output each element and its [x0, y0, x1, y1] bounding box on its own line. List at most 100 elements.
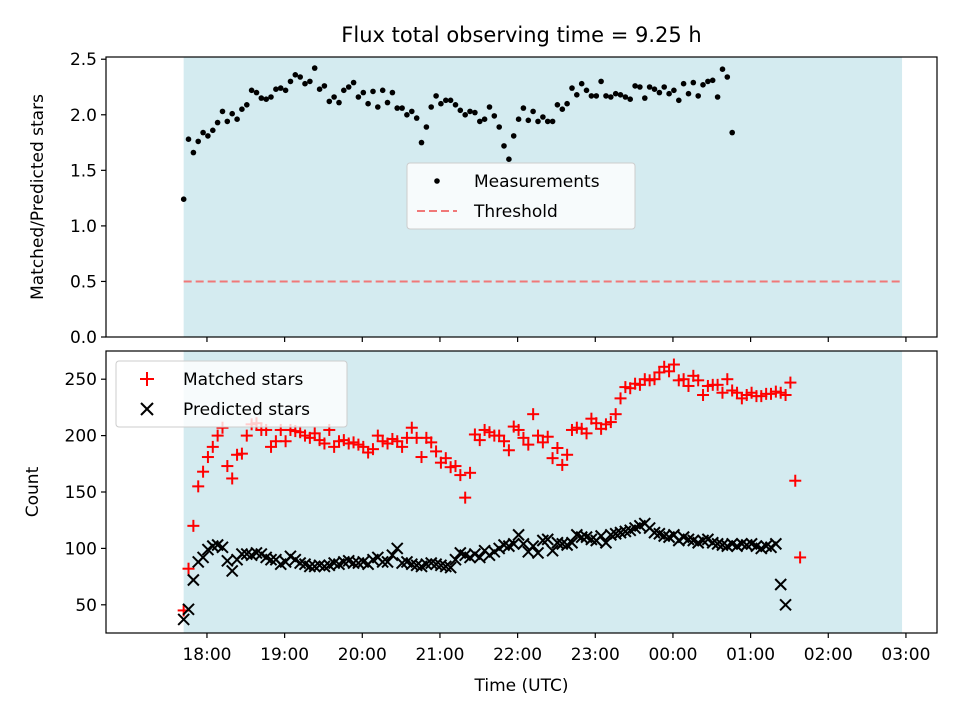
- matched-star-point: [541, 430, 554, 443]
- measurement-point: [666, 90, 672, 97]
- measurement-point: [389, 89, 396, 96]
- predicted-star-point: [546, 544, 559, 557]
- measurement-point: [399, 105, 405, 111]
- xtick-label: 01:00: [726, 645, 775, 665]
- measurement-point: [583, 87, 590, 94]
- measurement-point: [603, 93, 609, 99]
- measurement-point: [695, 93, 701, 99]
- measurement-point: [370, 88, 376, 95]
- matched-star-point: [197, 465, 210, 478]
- measurement-point: [443, 97, 449, 104]
- measurement-point: [263, 96, 270, 102]
- predicted-star-point: [774, 578, 787, 591]
- measurement-point: [554, 102, 561, 108]
- measurement-point: [409, 108, 415, 115]
- predicted-star-point: [391, 542, 404, 555]
- measurement-point: [544, 118, 551, 125]
- measurement-point: [277, 85, 284, 91]
- matched-star-point: [784, 376, 797, 389]
- measurement-point: [375, 104, 381, 110]
- measurement-point: [428, 104, 435, 110]
- measurement-point: [316, 86, 323, 92]
- measurement-point: [185, 136, 192, 142]
- counts-ytick-label: 200: [65, 427, 97, 447]
- measurement-point: [719, 66, 726, 72]
- measurement-point: [729, 129, 735, 136]
- counts-legend: Matched stars Predicted stars: [115, 360, 348, 428]
- measurement-point: [244, 102, 250, 108]
- measurement-point: [481, 116, 488, 122]
- measurement-point: [714, 94, 721, 100]
- xtick-label: 20:00: [338, 645, 387, 665]
- ratio-ytick-label: 2.5: [70, 50, 97, 70]
- legend-measurements-marker: [434, 178, 440, 184]
- matched-star-point: [279, 435, 292, 448]
- ratio-legend-box: [406, 162, 636, 230]
- ratio-ytick-label: 0.0: [70, 328, 97, 348]
- ratio-panel: 0.0 0.5 1.0 1.5 2.0 2.5 Matched/Predicted sta…: [28, 50, 938, 348]
- xtick-label: 18:00: [182, 645, 231, 665]
- matched-star-point: [226, 472, 239, 485]
- legend-matched-label: Matched stars: [183, 370, 303, 390]
- measurement-point: [341, 87, 347, 94]
- matched-star-point: [396, 440, 409, 453]
- measurement-point: [307, 78, 313, 85]
- matched-star-point: [663, 365, 676, 378]
- measurement-point: [394, 105, 401, 111]
- matched-star-point: [561, 448, 574, 461]
- measurement-point: [379, 87, 386, 94]
- ratio-panel-frame: [105, 56, 938, 338]
- matched-star-point: [794, 551, 807, 564]
- measurement-point: [467, 108, 473, 115]
- measurement-point: [608, 94, 614, 100]
- matched-star-point: [604, 416, 617, 429]
- matched-star-point: [405, 421, 418, 434]
- matched-star-point: [430, 445, 443, 458]
- measurement-point: [433, 93, 439, 99]
- measurement-point: [248, 87, 255, 94]
- counts-ytick-label: 150: [65, 483, 97, 503]
- measurement-point: [239, 106, 245, 112]
- measurement-point: [418, 139, 425, 146]
- measurement-point: [355, 94, 362, 100]
- measurement-point: [700, 82, 706, 88]
- measurement-point: [423, 124, 430, 130]
- matched-star-point: [182, 562, 195, 575]
- matched-star-point: [211, 429, 224, 442]
- measurement-point: [496, 124, 503, 130]
- matched-star-point: [789, 474, 802, 487]
- predicted-star-point: [526, 539, 540, 553]
- matched-star-point: [318, 437, 331, 450]
- measurement-point: [336, 99, 342, 106]
- measurement-point: [311, 65, 318, 71]
- measurement-point: [549, 118, 556, 125]
- measurement-point: [574, 92, 580, 98]
- matched-star-point: [221, 460, 234, 473]
- measurement-point: [452, 102, 459, 108]
- matched-star-point: [648, 373, 661, 386]
- ratio-ytick-label: 1.0: [70, 217, 97, 237]
- measurement-point: [501, 143, 507, 149]
- matched-star-point: [716, 386, 729, 399]
- chart-title: Flux total observing time = 9.25 h: [341, 23, 701, 47]
- matched-star-point: [366, 443, 379, 456]
- measurement-point: [292, 72, 299, 78]
- measurement-point: [656, 89, 663, 96]
- measurement-point: [195, 138, 201, 145]
- counts-legend-box: [115, 360, 348, 428]
- matched-star-point: [532, 429, 545, 442]
- measurement-point: [709, 77, 716, 84]
- matched-star-point: [240, 429, 253, 442]
- measurement-point: [321, 83, 328, 89]
- predicted-star-point: [376, 555, 389, 569]
- measurement-point: [258, 95, 265, 101]
- xtick-label: 03:00: [881, 645, 930, 665]
- predicted-star-point: [512, 528, 525, 542]
- measurement-point: [651, 86, 658, 92]
- measurement-point: [515, 116, 522, 122]
- measurement-point: [705, 78, 711, 85]
- matched-star-point: [779, 388, 792, 401]
- predicted-star-point: [517, 537, 530, 551]
- predicted-star-point: [216, 541, 229, 554]
- matched-star-point: [235, 447, 248, 460]
